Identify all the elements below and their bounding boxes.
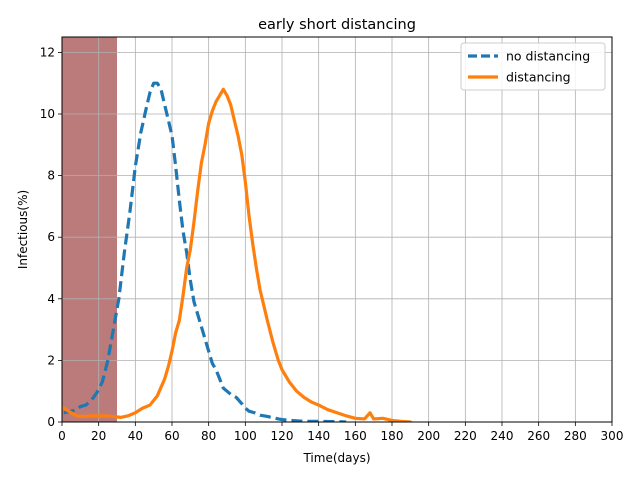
shaded-region-layer xyxy=(62,37,117,422)
y-tick-label: 2 xyxy=(47,353,55,367)
x-tick-label: 240 xyxy=(491,429,514,443)
tick-layer: 0 20 40 60 80 100 120 140 160 180 200 220 240 260 280 3… xyxy=(40,45,624,443)
y-tick-label: 0 xyxy=(47,415,55,429)
x-tick-label: 20 xyxy=(91,429,106,443)
legend-label-distancing: distancing xyxy=(506,70,571,85)
series-line-no-distancing xyxy=(63,81,347,422)
plot-frame xyxy=(61,36,613,423)
x-tick-label: 0 xyxy=(58,429,66,443)
legend: no distancing distancing xyxy=(460,42,606,91)
y-axis-title: Infectious(%) xyxy=(16,190,30,269)
y-tick-label: 4 xyxy=(47,292,55,306)
chart-title: early short distancing xyxy=(258,17,416,33)
x-tick-label: 100 xyxy=(234,429,257,443)
legend-label-no-distancing: no distancing xyxy=(506,49,590,64)
y-tick-label: 12 xyxy=(40,45,55,59)
x-tick-label: 120 xyxy=(271,429,294,443)
x-tick-label: 140 xyxy=(307,429,330,443)
x-tick-label: 160 xyxy=(344,429,367,443)
x-tick-label: 80 xyxy=(201,429,216,443)
y-tick-label: 8 xyxy=(47,169,55,183)
x-tick-label: 220 xyxy=(454,429,477,443)
shaded-distancing-period xyxy=(62,37,117,422)
x-tick-label: 200 xyxy=(417,429,440,443)
x-tick-label: 60 xyxy=(164,429,179,443)
x-axis-title: Time(days) xyxy=(302,451,370,465)
x-tick-label: 180 xyxy=(381,429,404,443)
x-tick-label: 40 xyxy=(128,429,143,443)
x-tick-label: 300 xyxy=(601,429,624,443)
series-line-distancing xyxy=(62,87,412,422)
x-tick-label: 280 xyxy=(564,429,587,443)
y-tick-label: 6 xyxy=(47,230,55,244)
x-tick-label: 260 xyxy=(527,429,550,443)
y-tick-label: 10 xyxy=(40,107,55,121)
series-layer xyxy=(62,81,412,422)
grid-layer xyxy=(61,37,613,423)
